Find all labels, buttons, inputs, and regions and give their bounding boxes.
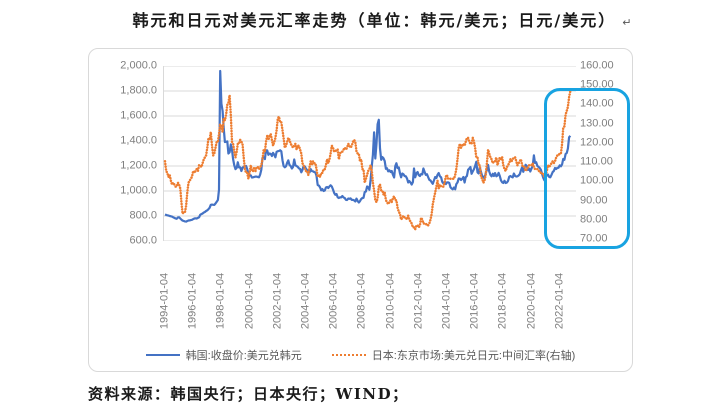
y-axis-left: 2,000.0 1,800.0 1,600.0 1,400.0 1,200.0 1,000…: [89, 49, 157, 371]
highlight-annotation-box: [544, 88, 630, 249]
y-axis-right-tick-label: 90.00: [580, 194, 608, 207]
x-axis-tick-label: 2002-01-04: [271, 272, 284, 330]
y-axis-right-tick-label: 140.00: [580, 97, 614, 110]
y-axis-right-tick-label: 150.00: [580, 78, 614, 91]
y-axis-right-tick-label: 110.00: [580, 155, 613, 168]
legend-item-jpy: 日本:东京市场:美元兑日元:中间汇率(右轴): [331, 347, 576, 363]
exchange-rate-plot: [163, 66, 576, 241]
x-axis-tick-label: 2010-01-04: [384, 272, 397, 330]
krw-line-sample-icon: [145, 354, 180, 356]
y-axis-right-tick-label: 80.00: [580, 213, 608, 226]
legend: 韩国:收盘价:美元兑韩元 日本:东京市场:美元兑日元:中间汇率(右轴): [89, 347, 632, 363]
legend-item-krw: 韩国:收盘价:美元兑韩元: [145, 347, 302, 363]
y-axis-right-tick-label: 130.00: [580, 117, 614, 130]
x-axis-tick-label: 2016-01-04: [468, 272, 481, 330]
source-note: 资料来源：韩国央行；日本央行；WIND；: [88, 385, 409, 403]
y-axis-left-tick-label: 1,400.0: [120, 134, 157, 147]
x-axis-tick-label: 2014-01-04: [440, 272, 453, 330]
y-axis-left-tick-label: 1,200.0: [120, 159, 157, 172]
y-axis-left-tick-label: 1,800.0: [120, 84, 157, 97]
y-axis-left-tick-label: 2,000.0: [120, 59, 157, 72]
jpy-dotted-line-sample-icon: [331, 354, 366, 356]
x-axis-tick-label: 2000-01-04: [243, 272, 256, 330]
y-axis-right-tick-label: 70.00: [580, 232, 608, 245]
y-axis-left-tick-label: 800.0: [129, 209, 157, 222]
x-axis-tick-label: 2018-01-04: [496, 272, 509, 330]
x-axis-tick-label: 1996-01-04: [186, 272, 199, 330]
x-axis-tick-label: 2022-01-04: [553, 272, 566, 330]
x-axis-tick-label: 1998-01-04: [214, 272, 227, 330]
x-axis-tick-label: 2012-01-04: [412, 272, 425, 330]
chart-title: 韩元和日元对美元汇率走势（单位：韩元/美元；日元/美元） ↵: [60, 7, 704, 31]
y-axis-right-tick-label: 160.00: [580, 59, 614, 72]
line-break-mark-icon: ↵: [622, 16, 632, 29]
x-axis-tick-label: 2020-01-04: [525, 272, 538, 330]
y-axis-right-tick-label: 100.00: [580, 174, 614, 187]
chart-title-text: 韩元和日元对美元汇率走势（单位：韩元/美元；日元/美元）: [132, 11, 617, 30]
legend-label-jpy: 日本:东京市场:美元兑日元:中间汇率(右轴): [371, 350, 576, 362]
y-axis-left-tick-label: 1,600.0: [120, 109, 157, 122]
y-axis-left-tick-label: 1,000.0: [120, 184, 157, 197]
x-axis-tick-label: 2004-01-04: [299, 272, 312, 330]
x-axis-tick-label: 2008-01-04: [355, 272, 368, 330]
y-axis-left-tick-label: 600.0: [129, 234, 157, 247]
x-axis-tick-label: 2006-01-04: [327, 272, 340, 330]
legend-label-krw: 韩国:收盘价:美元兑韩元: [185, 350, 302, 362]
y-axis-right-tick-label: 120.00: [580, 136, 614, 149]
chart-frame: 2,000.0 1,800.0 1,600.0 1,400.0 1,200.0 1,000…: [88, 48, 633, 372]
x-axis-tick-label: 1994-01-04: [158, 272, 171, 330]
